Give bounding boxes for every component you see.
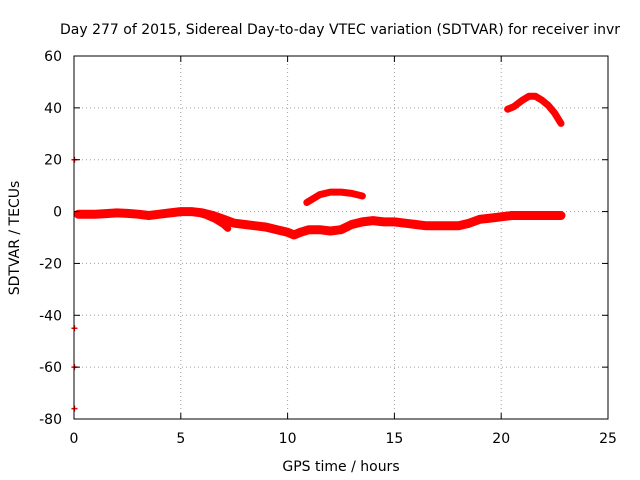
x-axis-label: GPS time / hours [282,459,399,475]
x-tick-labels: 0 5 10 15 20 25 [70,431,617,447]
data-point [525,93,532,100]
data-point [444,222,451,229]
x-tick-label: 10 [279,431,297,447]
y-tick-label: 0 [53,205,62,221]
plot-frame [73,55,609,420]
data-point [252,222,259,229]
x-tick-label: 5 [176,431,185,447]
data-point [558,212,565,219]
data-point [551,212,558,219]
data-point [241,221,248,228]
data-point [511,103,518,110]
x-tick-label: 0 [70,431,79,447]
data-point [188,208,195,215]
data-point [145,212,152,219]
data-point [370,217,377,224]
data-point [466,220,473,227]
grid [74,56,608,419]
data-point [434,222,441,229]
data-point [519,212,526,219]
data-point [545,102,552,109]
data-point [316,226,323,233]
series-line [504,92,565,127]
data-point [455,222,462,229]
data-point [211,216,218,223]
data-point [508,212,515,219]
data-point [297,229,304,236]
axis-ticks [73,55,609,420]
data-point [103,210,110,217]
y-tick-label: -60 [39,360,62,376]
y-axis-label: SDTVAR / TECUs [7,181,23,296]
y-tick-label: 20 [44,153,62,169]
data-point [551,110,558,117]
data-point [124,210,131,217]
data-point [81,211,88,218]
data-point [540,212,547,219]
chart-title: Day 277 of 2015, Sidereal Day-to-day VTE… [60,22,620,38]
data-point [75,211,82,218]
data-point [359,218,366,225]
data-point [476,216,483,223]
series-branch-descending [194,209,232,232]
data-point [532,93,539,100]
series-main-band [73,207,566,240]
data-point [338,189,344,196]
data-point [224,225,231,232]
y-tick-label: -20 [39,256,62,272]
data-point [135,211,142,218]
data-point [487,215,494,222]
data-point [530,212,537,219]
data-point [504,106,511,113]
y-tick-label: 40 [44,101,62,117]
data-point [231,220,238,227]
data-point [391,218,398,225]
data-point [558,120,565,127]
y-tick-label: 60 [44,49,62,65]
data-point [305,226,312,233]
data-point [402,220,409,227]
data-point [167,209,174,216]
data-point [316,191,323,198]
data-point [303,199,310,206]
data-point [284,229,291,236]
data-point [338,226,344,233]
data-point [519,97,526,104]
data-point [194,209,201,216]
y-tick-label: -80 [39,412,62,428]
x-tick-label: 15 [385,431,403,447]
data-point [220,221,227,228]
data-point [263,224,270,231]
data-point [498,213,505,220]
data-point [92,211,99,218]
data-point [273,226,280,233]
data-point [538,97,545,104]
data-point [423,222,430,229]
data-point [412,221,419,228]
series-arc-hour-12 [303,188,366,206]
x-tick-label: 20 [492,431,510,447]
y-tick-labels: -80 -60 -40 -20 0 20 40 60 [39,49,62,428]
data-point [327,189,334,196]
data-point [348,221,355,228]
data-series [71,92,566,412]
data-point [156,211,163,218]
data-point [177,208,184,215]
data-point [203,212,210,219]
data-point [113,209,120,216]
y-tick-label: -40 [39,308,62,324]
data-point [348,190,355,197]
x-tick-label: 25 [599,431,617,447]
data-point [327,228,334,235]
data-point [310,195,317,202]
data-point [380,218,387,225]
data-point [291,231,298,238]
series-arc-hour-21 [504,92,565,127]
data-point [359,193,366,200]
